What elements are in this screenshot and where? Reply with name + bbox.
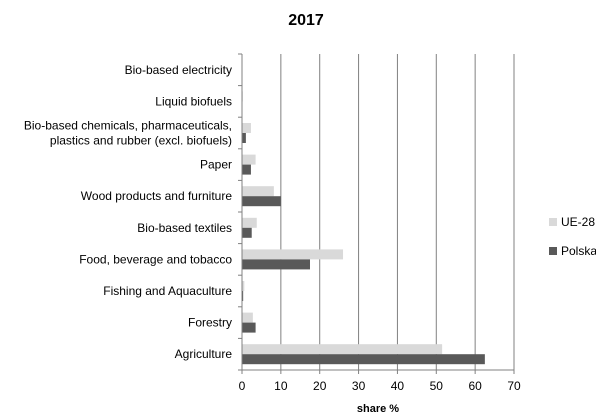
bar-polska-0 bbox=[242, 354, 485, 365]
legend-swatch-0 bbox=[549, 218, 557, 226]
legend: UE-28 Polska bbox=[549, 215, 596, 258]
legend-label-0: UE-28 bbox=[561, 215, 595, 229]
bar-polska-6 bbox=[242, 164, 251, 175]
chart-title: 2017 bbox=[288, 12, 324, 29]
category-label-2: Fishing and Aquaculture bbox=[103, 284, 232, 298]
category-label-6: Paper bbox=[200, 158, 232, 172]
bar-ue-28-3 bbox=[242, 249, 344, 260]
category-label-5: Wood products and furniture bbox=[81, 189, 233, 203]
category-label-9: Bio-based electricity bbox=[125, 63, 232, 77]
bar-polska-1 bbox=[242, 322, 256, 333]
bar-ue-28-1 bbox=[242, 312, 253, 323]
category-label-8: Liquid biofuels bbox=[155, 94, 232, 108]
category-labels: Agriculture Forestry Fishing and Aquacultu… bbox=[24, 63, 232, 361]
category-label-0: Agriculture bbox=[175, 347, 233, 361]
x-axis-title: share % bbox=[357, 403, 399, 415]
axes bbox=[238, 53, 515, 374]
bar-ue-28-6 bbox=[242, 154, 256, 165]
legend-label-1: Polska bbox=[561, 244, 596, 258]
bar-polska-5 bbox=[242, 196, 281, 207]
bar-polska-2 bbox=[242, 291, 244, 301]
legend-swatch-1 bbox=[549, 247, 557, 255]
category-label-7-line-0: Bio-based chemicals, pharmaceuticals, bbox=[24, 119, 232, 133]
bar-polska-3 bbox=[242, 259, 310, 270]
bar-ue-28-0 bbox=[242, 344, 443, 355]
x-tick-label-4: 40 bbox=[391, 379, 405, 393]
x-tick-label-7: 70 bbox=[507, 379, 521, 393]
bar-ue-28-7 bbox=[242, 123, 251, 133]
bar-ue-28-2 bbox=[242, 281, 245, 291]
x-tick-label-0: 0 bbox=[239, 379, 246, 393]
category-label-1: Forestry bbox=[188, 316, 232, 330]
category-label-7-line-1: plastics and rubber (excl. biofuels) bbox=[50, 134, 232, 148]
category-label-4: Bio-based textiles bbox=[137, 221, 232, 235]
bar-ue-28-5 bbox=[242, 186, 274, 197]
x-tick-label-1: 10 bbox=[274, 379, 288, 393]
x-tick-labels: 0 10 20 30 40 50 60 70 bbox=[239, 379, 521, 393]
x-tick-label-3: 30 bbox=[352, 379, 366, 393]
bar-ue-28-4 bbox=[242, 217, 257, 228]
bar-polska-4 bbox=[242, 227, 252, 238]
x-tick-label-6: 60 bbox=[468, 379, 482, 393]
gridlines bbox=[280, 54, 515, 370]
x-tick-label-5: 50 bbox=[430, 379, 444, 393]
x-tick-label-2: 20 bbox=[313, 379, 327, 393]
bar-polska-7 bbox=[242, 133, 246, 143]
bars bbox=[242, 59, 485, 365]
category-label-3: Food, beverage and tobacco bbox=[79, 252, 232, 266]
